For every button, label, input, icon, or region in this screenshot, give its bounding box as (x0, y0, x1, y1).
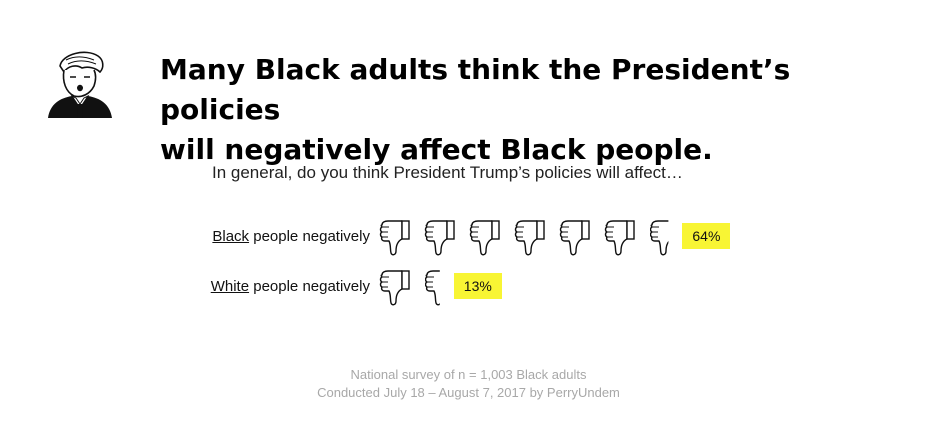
thumbs-down-icon (379, 220, 410, 256)
row-label-underlined: Black (212, 228, 250, 245)
president-caricature-icon (48, 51, 112, 118)
thumbs-down-icon (604, 220, 635, 256)
thumbs-down-icon (650, 220, 669, 256)
value-badge: 64% (682, 223, 731, 249)
thumbs-down-icon (514, 220, 545, 256)
chart-row-black: Black people negatively 64% (0, 218, 937, 258)
thumbs-down-icon (469, 220, 500, 256)
headline: Many Black adults think the President’s … (160, 50, 920, 170)
thumbs-down-icon-row (379, 220, 669, 256)
survey-question: In general, do you think President Trump… (212, 163, 683, 182)
thumbs-down-icon-row (379, 270, 440, 306)
footnote-line-2: Conducted July 18 – August 7, 2017 by Pe… (317, 385, 620, 400)
thumbs-down-icon (424, 220, 455, 256)
footnote-line-1: National survey of n = 1,003 Black adult… (350, 367, 587, 382)
row-label: White people negatively (70, 278, 370, 295)
thumbs-down-icon (559, 220, 590, 256)
value-badge: 13% (453, 273, 502, 299)
thumbs-down-icon (379, 270, 410, 306)
row-label-underlined: White (210, 278, 250, 295)
chart-row-white: White people negatively 13% (0, 268, 937, 308)
row-label-rest: people negatively (249, 228, 370, 245)
headline-line-1: Many Black adults think the President’s … (160, 53, 791, 126)
row-label-rest: people negatively (249, 278, 370, 295)
row-label: Black people negatively (70, 228, 370, 245)
headline-line-2: will negatively affect Black people. (160, 133, 713, 166)
thumbs-down-icon (425, 270, 440, 306)
footnote: National survey of n = 1,003 Black adult… (0, 366, 937, 402)
